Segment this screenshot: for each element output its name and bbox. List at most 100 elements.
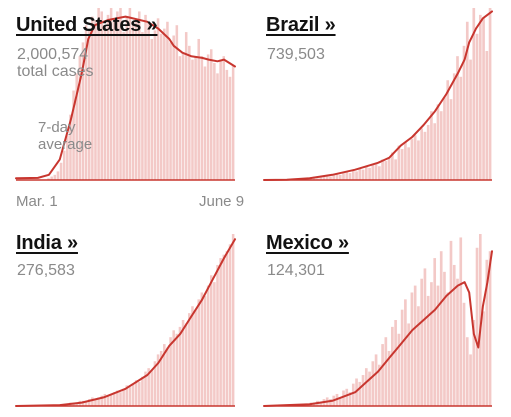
daily-case-bar bbox=[478, 234, 482, 406]
daily-case-bar bbox=[417, 306, 420, 406]
daily-case-bar bbox=[459, 237, 463, 406]
daily-case-bar bbox=[397, 145, 401, 180]
daily-case-bar bbox=[141, 376, 144, 406]
daily-case-bar bbox=[368, 167, 371, 180]
daily-case-bar bbox=[216, 264, 219, 406]
daily-case-bar bbox=[384, 337, 388, 406]
daily-case-bar bbox=[319, 402, 323, 406]
daily-case-bar bbox=[206, 54, 210, 180]
daily-case-bar bbox=[131, 383, 135, 406]
daily-case-bar bbox=[358, 167, 362, 180]
country-title-link[interactable]: Mexico » bbox=[266, 232, 349, 254]
daily-case-bar bbox=[475, 33, 479, 180]
daily-case-bar bbox=[342, 390, 345, 406]
daily-case-bar bbox=[219, 258, 222, 406]
daily-case-bar bbox=[147, 368, 150, 406]
daily-case-bar bbox=[410, 138, 414, 180]
daily-case-bar bbox=[482, 311, 485, 406]
daily-case-bar bbox=[178, 56, 182, 180]
daily-case-bar bbox=[91, 397, 94, 406]
daily-case-bar bbox=[228, 244, 232, 406]
daily-case-bar bbox=[188, 313, 191, 406]
daily-case-bar bbox=[131, 25, 135, 181]
daily-case-bar bbox=[216, 73, 219, 180]
daily-case-bar bbox=[184, 323, 188, 406]
seven-day-average-line bbox=[263, 10, 493, 181]
daily-case-bar bbox=[485, 51, 489, 180]
daily-case-bar bbox=[134, 380, 138, 406]
seven-day-average-label: 7-day average bbox=[38, 119, 92, 153]
seven-day-average-line bbox=[15, 238, 236, 407]
daily-case-bar bbox=[400, 149, 404, 180]
country-title-link[interactable]: Brazil » bbox=[266, 14, 336, 36]
x-tick-start: Mar. 1 bbox=[16, 193, 58, 210]
daily-case-bar bbox=[125, 16, 129, 180]
daily-case-bar bbox=[147, 21, 150, 181]
daily-case-bar bbox=[94, 399, 97, 406]
daily-case-bar bbox=[47, 178, 50, 180]
daily-case-bar bbox=[391, 152, 394, 180]
daily-case-bar bbox=[358, 381, 362, 406]
daily-case-bar bbox=[394, 159, 397, 180]
daily-case-bar bbox=[482, 18, 485, 180]
daily-case-bar bbox=[384, 161, 388, 180]
daily-case-bar bbox=[175, 25, 179, 181]
daily-case-bar bbox=[325, 174, 329, 180]
chart-svg-brazil bbox=[263, 8, 493, 181]
daily-case-bar bbox=[122, 388, 125, 406]
daily-case-bar bbox=[209, 275, 213, 406]
daily-case-bar bbox=[361, 169, 365, 180]
daily-case-bar bbox=[184, 32, 188, 180]
daily-case-bar bbox=[62, 150, 66, 180]
daily-case-bar bbox=[338, 397, 342, 406]
daily-case-bar bbox=[222, 254, 226, 406]
daily-case-bar bbox=[335, 173, 339, 180]
daily-case-bar bbox=[368, 371, 371, 406]
daily-case-bar bbox=[374, 354, 378, 406]
daily-case-bar bbox=[439, 111, 443, 180]
chart-svg-india bbox=[15, 234, 236, 407]
daily-case-bar bbox=[81, 42, 85, 181]
daily-case-bar bbox=[191, 59, 194, 180]
daily-case-bar bbox=[472, 320, 476, 406]
daily-case-bar bbox=[56, 171, 60, 180]
daily-case-bar bbox=[364, 368, 368, 406]
daily-case-bar bbox=[181, 320, 185, 406]
daily-case-bar bbox=[59, 162, 63, 180]
daily-case-bar bbox=[156, 18, 160, 180]
daily-case-bar bbox=[75, 402, 78, 406]
daily-case-bar bbox=[163, 28, 166, 180]
daily-case-bar bbox=[84, 400, 88, 406]
daily-case-bar bbox=[426, 295, 430, 406]
country-title-link[interactable]: India » bbox=[16, 232, 78, 254]
daily-case-bar bbox=[378, 364, 381, 406]
daily-case-bar bbox=[213, 282, 216, 406]
daily-case-bar bbox=[413, 135, 417, 180]
daily-case-bar bbox=[397, 333, 401, 406]
daily-case-bar bbox=[112, 21, 116, 181]
daily-case-bar bbox=[348, 392, 352, 406]
daily-case-bar bbox=[97, 397, 100, 406]
daily-case-bar bbox=[134, 21, 138, 181]
daily-case-bar bbox=[488, 251, 492, 406]
seven-day-average-line bbox=[15, 15, 236, 180]
daily-case-bar bbox=[426, 124, 430, 180]
daily-case-bar bbox=[75, 73, 78, 180]
daily-case-bar bbox=[430, 111, 433, 180]
daily-case-bar bbox=[345, 171, 349, 180]
total-cases-label: total cases bbox=[17, 63, 94, 80]
daily-case-bar bbox=[456, 278, 459, 406]
daily-case-bar bbox=[72, 90, 75, 180]
daily-case-bar bbox=[345, 388, 349, 406]
daily-case-bar bbox=[485, 259, 489, 406]
daily-case-bar bbox=[361, 375, 365, 406]
daily-case-bar bbox=[119, 392, 122, 406]
country-title-link[interactable]: United States » bbox=[16, 14, 158, 36]
daily-case-bar bbox=[209, 49, 213, 180]
daily-case-bar bbox=[175, 333, 179, 406]
daily-case-bar bbox=[342, 173, 345, 180]
daily-case-bar bbox=[213, 63, 216, 180]
daily-case-bar bbox=[156, 354, 160, 406]
daily-case-bar bbox=[197, 299, 200, 406]
daily-case-bar bbox=[469, 354, 472, 406]
